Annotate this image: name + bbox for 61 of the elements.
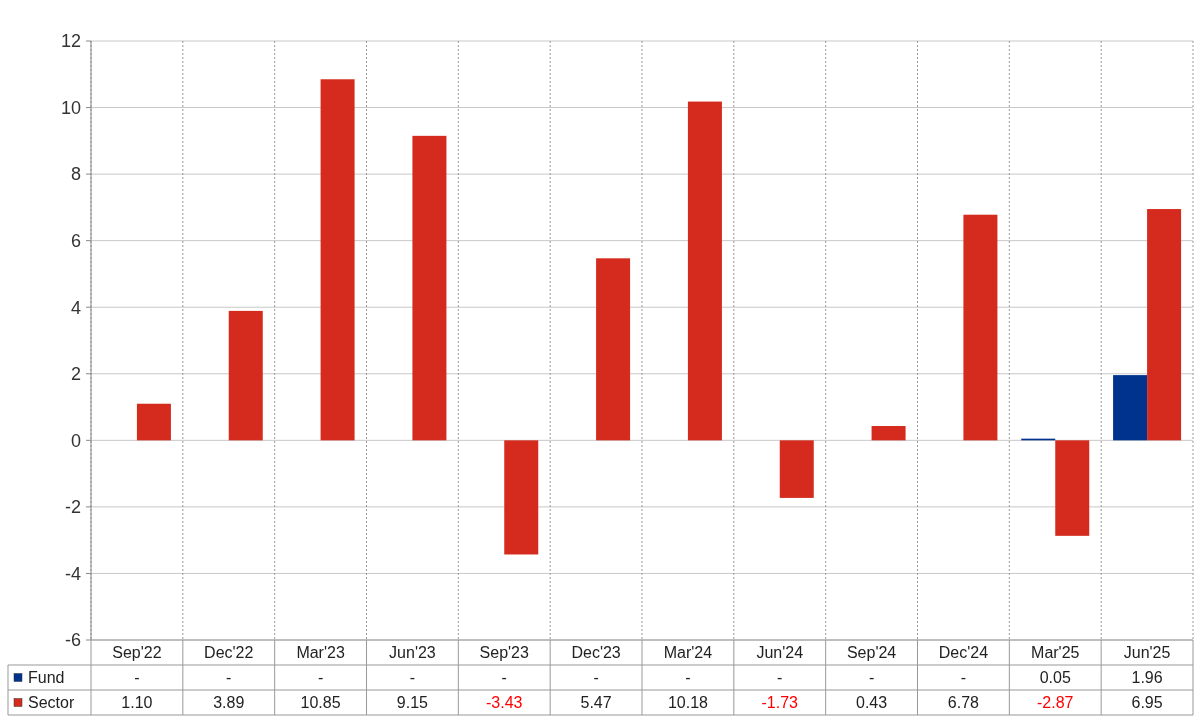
text: - bbox=[868, 669, 875, 687]
x-tick-label: Jun'25 bbox=[1123, 644, 1171, 662]
x-tick-label: Dec'23 bbox=[571, 644, 621, 662]
y-tick-label: -6 bbox=[64, 630, 81, 651]
y-tick-label: -4 bbox=[64, 563, 81, 584]
data-label: 6.78 bbox=[947, 694, 980, 712]
x-tick-label: Dec'22 bbox=[204, 644, 254, 662]
x-tick-label: Jun'23 bbox=[389, 644, 436, 662]
data-label: 5.47 bbox=[580, 694, 612, 712]
y-tick-label: -2 bbox=[64, 497, 81, 518]
data-label: 0.05 bbox=[1039, 669, 1071, 687]
data-label: 3.89 bbox=[213, 694, 245, 712]
bar bbox=[596, 258, 631, 441]
bar bbox=[1113, 375, 1148, 441]
bar bbox=[504, 440, 539, 555]
bar bbox=[963, 214, 998, 441]
x-tick-label: Sep'22 bbox=[112, 644, 162, 662]
text: - bbox=[409, 669, 416, 687]
bar bbox=[412, 135, 447, 441]
bar bbox=[779, 440, 814, 498]
bar bbox=[228, 310, 263, 441]
data-label: 10.85 bbox=[300, 694, 341, 712]
x-tick-label: Mar'24 bbox=[663, 644, 713, 662]
data-label: 1.96 bbox=[1131, 669, 1163, 687]
y-tick-label: 6 bbox=[70, 230, 81, 251]
bar bbox=[687, 101, 722, 441]
y-tick-label: 12 bbox=[60, 31, 81, 52]
bar bbox=[320, 79, 355, 441]
data-label: 9.15 bbox=[396, 694, 429, 712]
text: - bbox=[960, 669, 967, 687]
bar bbox=[1055, 440, 1090, 536]
text: - bbox=[777, 669, 783, 687]
bar bbox=[871, 426, 906, 441]
x-tick-label: Sep'24 bbox=[846, 644, 897, 662]
text: - bbox=[685, 669, 691, 687]
text: - bbox=[134, 669, 140, 687]
bar bbox=[136, 403, 171, 441]
text: - bbox=[593, 669, 599, 687]
x-tick-label: Jun'24 bbox=[756, 644, 804, 662]
text: - bbox=[501, 669, 507, 687]
y-tick-label: 10 bbox=[60, 97, 81, 118]
x-tick-label: Mar'23 bbox=[296, 644, 345, 662]
x-tick-label: Sep'23 bbox=[479, 644, 530, 662]
legend-label: Sector bbox=[28, 694, 75, 712]
y-tick-label: 0 bbox=[70, 430, 81, 451]
text: - bbox=[317, 669, 324, 687]
data-label: 1.10 bbox=[121, 694, 153, 712]
data-label: 6.95 bbox=[1131, 694, 1163, 712]
bar bbox=[1147, 209, 1182, 441]
x-tick-label: Mar'25 bbox=[1031, 644, 1080, 662]
data-label: -2.87 bbox=[1037, 694, 1074, 712]
data-label: -3.43 bbox=[486, 694, 523, 712]
legend-label: Fund bbox=[28, 669, 65, 687]
x-tick-label: Dec'24 bbox=[938, 644, 989, 662]
data-label: 0.43 bbox=[856, 694, 888, 712]
data-label: -1.73 bbox=[761, 694, 799, 712]
text: - bbox=[226, 669, 232, 687]
y-tick-label: 4 bbox=[70, 297, 81, 318]
data-label: 10.18 bbox=[667, 694, 709, 712]
y-tick-label: 8 bbox=[70, 164, 81, 185]
y-tick-label: 2 bbox=[70, 364, 81, 385]
